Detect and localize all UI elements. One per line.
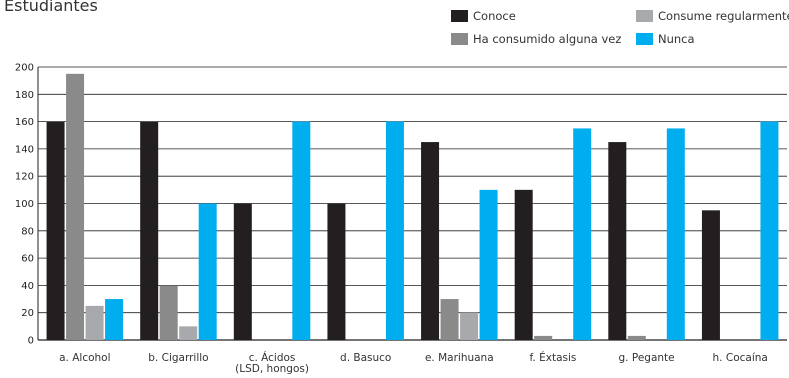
bar [421,142,440,340]
bar [327,203,346,340]
y-axis: 0 20 40 60 80 100 120 140 160 180 200 [15,63,39,347]
bar [701,210,720,340]
bar [85,305,104,340]
y-tick-label: 200 [15,63,34,74]
y-tick-label: 0 [28,336,34,347]
chart-title: Estudiantes [4,0,98,15]
y-tick-label: 80 [21,226,34,237]
bar [627,335,646,340]
bar [198,203,217,340]
bar [534,335,553,340]
y-tick-label: 100 [15,199,34,210]
y-tick-label: 180 [15,90,34,101]
bar [179,326,198,340]
y-tick-label: 20 [21,308,34,319]
x-tick-label: f. Éxtasis [530,351,577,364]
y-tick-label: 140 [15,144,34,155]
y-tick-label: 40 [21,281,34,292]
x-tick-label: c. Ácidos [249,351,296,364]
bar [460,312,479,340]
x-tick-label: (LSD, hongos) [235,363,309,375]
x-tick-label: h. Cocaína [713,352,768,364]
bars [46,73,779,340]
y-tick-label: 60 [21,254,34,265]
x-tick-label: d. Basuco [340,352,391,364]
bar [66,73,85,340]
bar [292,121,311,340]
legend-label: Consume regularmente [658,9,789,23]
bar [479,189,498,340]
legend-label: Nunca [658,32,695,46]
bar [760,121,779,340]
legend: Conoce Ha consumido alguna vez Consume reg… [451,9,789,46]
bar [46,121,65,340]
bar [385,121,404,340]
legend-label: Ha consumido alguna vez [473,32,621,46]
legend-swatch [636,33,653,45]
y-tick-label: 120 [15,172,34,183]
x-axis: a. Alcohol b. Cigarrillo c. Ácidos(LSD, ho… [59,351,768,375]
x-tick-label: g. Pegante [619,352,675,364]
legend-label: Conoce [473,9,516,23]
y-tick-label: 160 [15,117,34,128]
legend-swatch [451,33,468,45]
bar [140,121,159,340]
bar [105,299,124,340]
bar [514,189,533,340]
x-tick-label: e. Marihuana [425,352,494,364]
bar [159,285,178,340]
bar [608,142,627,340]
legend-swatch [636,10,653,22]
x-tick-label: b. Cigarrillo [148,352,208,364]
bar [233,203,252,340]
bar [666,128,685,340]
bar [573,128,592,340]
legend-swatch [451,10,468,22]
bar [440,299,459,340]
x-tick-label: a. Alcohol [59,352,110,364]
